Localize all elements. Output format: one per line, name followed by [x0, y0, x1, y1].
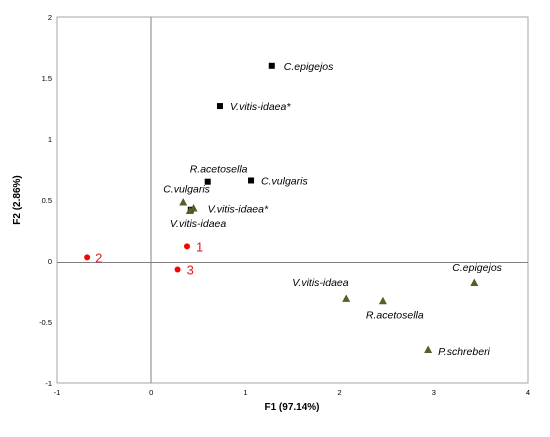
point-label: P.schreberi: [438, 346, 490, 358]
square-marker: [268, 62, 275, 69]
y-tick-label: 1: [48, 135, 52, 144]
circle-marker: [84, 254, 91, 261]
point-label: 3: [187, 263, 194, 278]
x-tick-label: 4: [526, 388, 530, 397]
y-tick-label: -0.5: [39, 318, 52, 327]
point-label: C.epigejos: [452, 262, 502, 274]
point-labels: C.epigejos V.vitis-idaea* R.acetosella C.vu…: [95, 61, 503, 358]
point-label: C.epigejos: [284, 61, 334, 73]
x-tick-label: 1: [243, 388, 247, 397]
x-tick-label: 3: [432, 388, 436, 397]
circle-marker: [174, 266, 181, 273]
y-tick-label: 0.5: [42, 196, 52, 205]
square-marker: [248, 177, 255, 184]
triangle-marker: [378, 296, 387, 305]
point-label: R.acetosella: [366, 309, 424, 321]
x-tick-label: 2: [338, 388, 342, 397]
point-label: V.vitis-idaea: [292, 277, 349, 289]
y-tick-label: 0: [48, 257, 52, 266]
triangle-marker: [424, 345, 433, 354]
triangle-marker: [470, 278, 479, 286]
circle-marker: [183, 243, 190, 250]
point-label: V.vitis-idaea: [170, 218, 227, 230]
data-points: [84, 62, 479, 354]
triangle-marker: [342, 294, 351, 302]
plot-frame: [56, 16, 529, 384]
x-tick-label: 0: [149, 388, 153, 397]
y-tick-label: 2: [48, 13, 52, 22]
point-label: V.vitis-idaea*: [230, 101, 291, 113]
point-label: C.vulgaris: [163, 183, 210, 195]
point-label: R.acetosella: [190, 164, 248, 176]
y-tick-label: 1.5: [42, 74, 52, 83]
x-axis-title: F1 (97.14%): [264, 402, 319, 413]
triangle-marker: [179, 197, 188, 206]
triangle-marker: [185, 206, 194, 214]
y-tick-label: -1: [45, 379, 52, 388]
square-marker: [216, 103, 223, 110]
point-label: 1: [196, 239, 203, 254]
point-label: C.vulgaris: [261, 175, 308, 187]
point-label: V.vitis-idaea*: [208, 204, 269, 216]
tick-labels: -1 0 1 2 3 4 -1 -0.5 0 0.5 1 1.5 2: [39, 13, 530, 397]
x-tick-label: -1: [54, 388, 61, 397]
square-marker: [204, 178, 211, 185]
triangle-marker: [189, 204, 198, 212]
y-axis-title: F2 (2.86%): [12, 175, 23, 224]
point-label: 2: [95, 250, 102, 265]
